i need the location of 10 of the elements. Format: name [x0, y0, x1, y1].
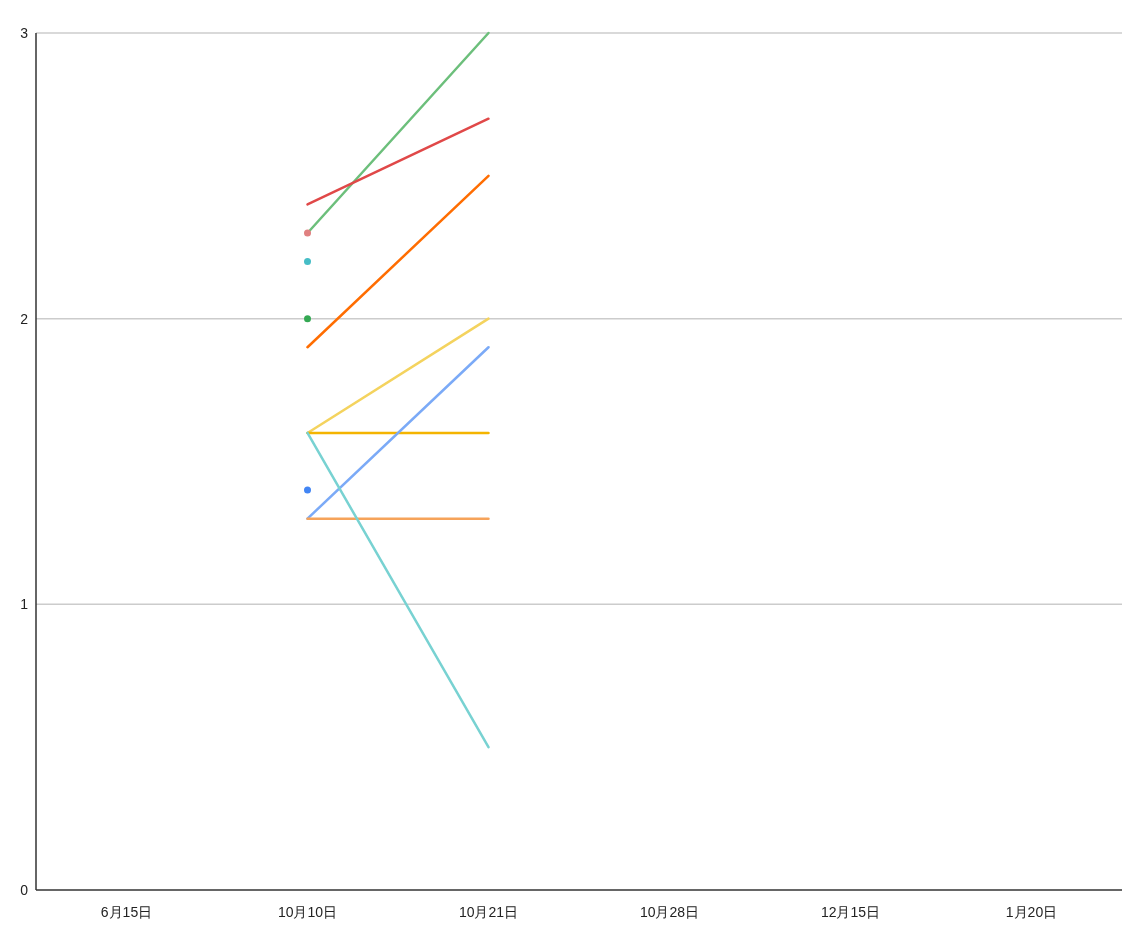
x-tick-label: 12月15日 — [820, 904, 881, 920]
x-tick-label: 6月15日 — [100, 904, 153, 920]
y-tick-label: 0 — [20, 882, 29, 898]
x-tick-label: 10月21日 — [458, 904, 519, 920]
x-tick-label: 1月20日 — [1005, 904, 1058, 920]
y-tick-label: 3 — [20, 25, 29, 41]
y-tick-label: 1 — [20, 596, 29, 613]
x-tick-label: 10月28日 — [639, 904, 700, 920]
y-tick-label: 2 — [20, 310, 29, 327]
x-tick-label: 10月10日 — [277, 904, 338, 920]
